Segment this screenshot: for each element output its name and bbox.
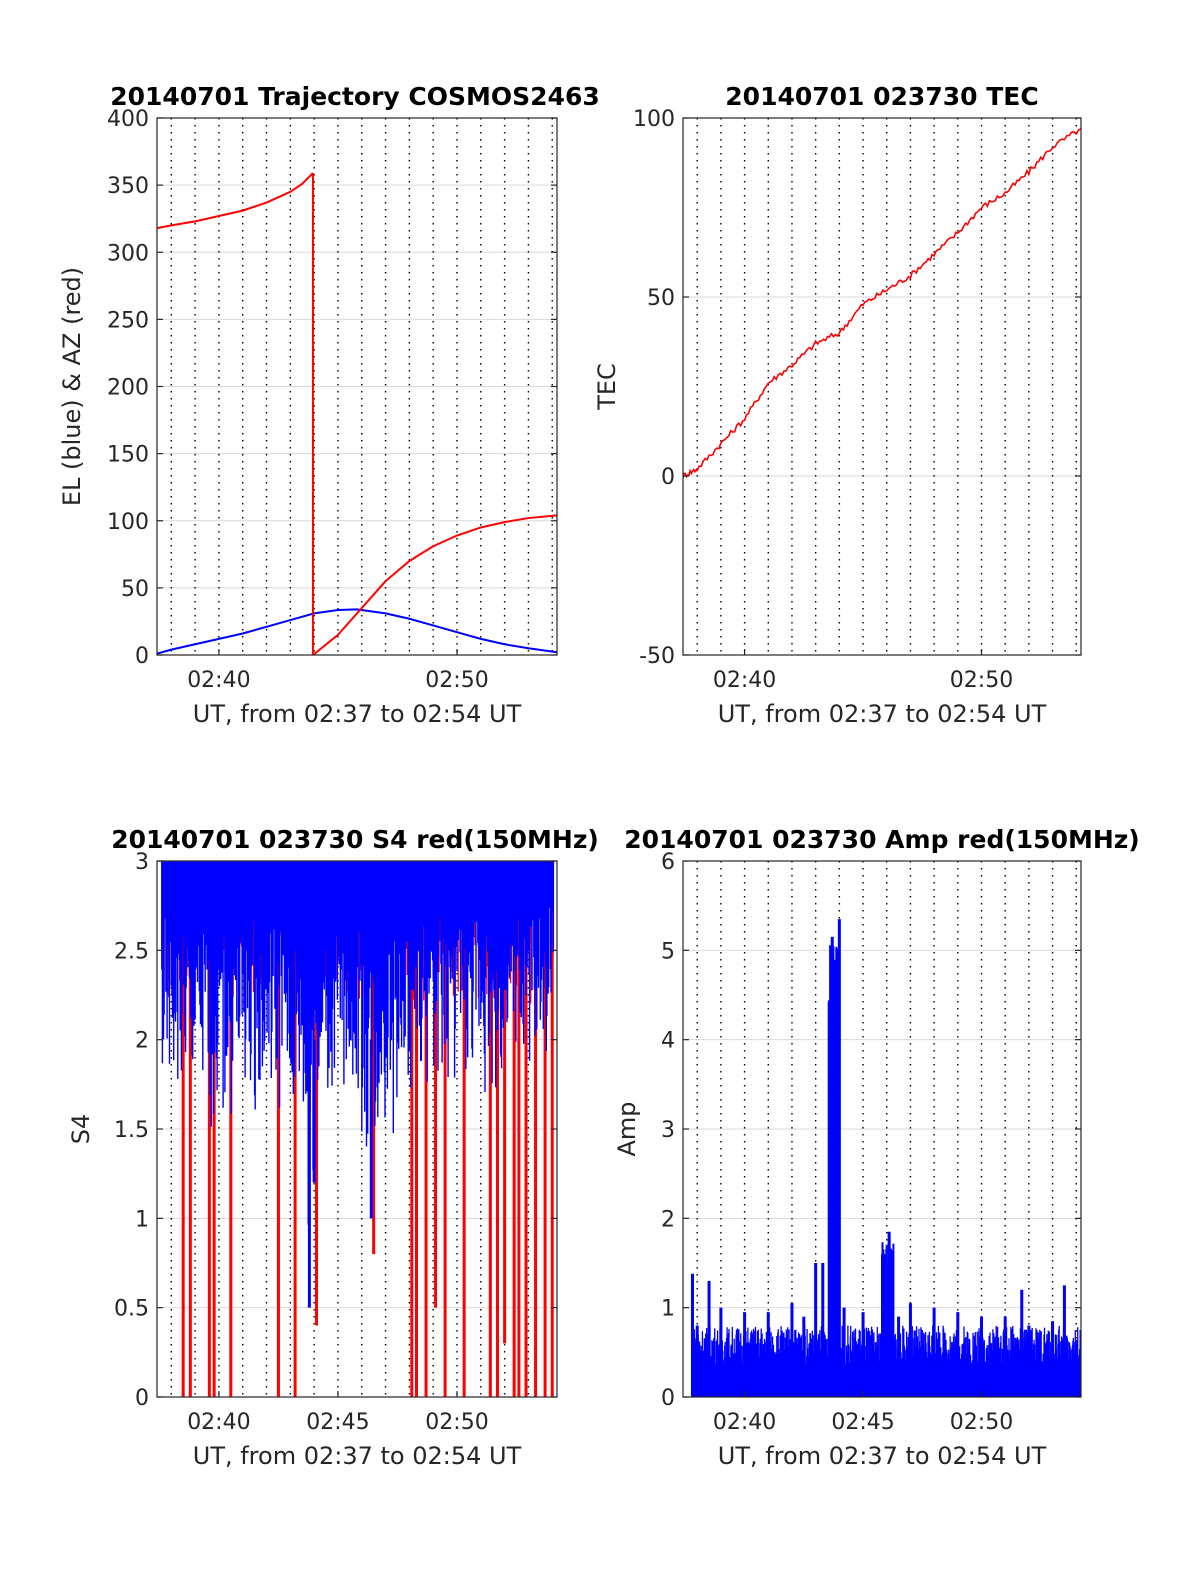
panel-trajectory: 0 50 100 150 200 250 300 350 400 02:40 02:50 201407… bbox=[58, 82, 600, 728]
chart-title: 20140701 023730 TEC bbox=[725, 82, 1038, 111]
x-tick-label: 02:45 bbox=[831, 1410, 894, 1435]
y-tick-label: 0 bbox=[661, 1386, 675, 1411]
series-group bbox=[690, 919, 1081, 1397]
y-tick-label: 5 bbox=[661, 939, 675, 964]
x-axis-label: UT, from 02:37 to 02:54 UT bbox=[193, 1442, 522, 1470]
y-tick-label: 100 bbox=[107, 510, 149, 535]
series-group bbox=[683, 128, 1081, 479]
x-tick-label: 02:40 bbox=[187, 1410, 250, 1435]
x-tick-label: 02:45 bbox=[306, 1410, 369, 1435]
y-tick-label: 0.5 bbox=[114, 1297, 149, 1322]
y-axis-label: Amp bbox=[613, 1101, 641, 1156]
y-tick-label: 300 bbox=[107, 241, 149, 266]
y-tick-label: 3 bbox=[135, 850, 149, 875]
y-tick-label: 150 bbox=[107, 443, 149, 468]
y-tick-label: -50 bbox=[639, 644, 675, 669]
y-tick-label: 50 bbox=[647, 286, 675, 311]
x-axis-label: UT, from 02:37 to 02:54 UT bbox=[718, 1442, 1047, 1470]
series-burst2-amp bbox=[881, 1236, 895, 1397]
panel-amp: 0 1 2 3 4 5 6 02:40 02:45 02:50 20140701 023730 Am… bbox=[613, 825, 1140, 1470]
y-tick-label: 0 bbox=[135, 644, 149, 669]
y-tick-label: 200 bbox=[107, 376, 149, 401]
y-tick-label: 3 bbox=[661, 1118, 675, 1143]
series-line-el bbox=[157, 608, 557, 655]
y-tick-label: 50 bbox=[121, 577, 149, 602]
y-tick-label: 350 bbox=[107, 174, 149, 199]
x-tick-label: 02:50 bbox=[950, 1410, 1013, 1435]
x-tick-label: 02:50 bbox=[425, 668, 488, 693]
y-tick-label: 250 bbox=[107, 308, 149, 333]
axes-box bbox=[682, 117, 1082, 656]
panel-s4: 0 0.5 1 1.5 2 2.5 3 02:40 02:45 02:50 20140701 023… bbox=[67, 825, 599, 1470]
x-tick-label: 02:40 bbox=[713, 668, 776, 693]
x-axis-label: UT, from 02:37 to 02:54 UT bbox=[193, 700, 522, 728]
y-tick-label: 1 bbox=[661, 1297, 675, 1322]
chart-title: 20140701 Trajectory COSMOS2463 bbox=[110, 82, 600, 111]
plot-area bbox=[683, 118, 1081, 655]
y-tick-label: 4 bbox=[661, 1029, 675, 1054]
y-tick-label: 2.5 bbox=[114, 939, 149, 964]
x-tick-label: 02:50 bbox=[425, 1410, 488, 1435]
y-tick-label: 1 bbox=[135, 1207, 149, 1232]
chart-title: 20140701 023730 S4 red(150MHz) bbox=[111, 825, 599, 854]
series-line-tec bbox=[683, 128, 1081, 479]
series-burst-amp bbox=[827, 945, 841, 1397]
y-axis-label: TEC bbox=[593, 363, 621, 411]
series-group bbox=[161, 861, 555, 1397]
series-line-az_post bbox=[312, 514, 557, 655]
y-tick-label: 2 bbox=[661, 1207, 675, 1232]
x-axis-label: UT, from 02:37 to 02:54 UT bbox=[718, 700, 1047, 728]
y-axis-label: S4 bbox=[67, 1114, 95, 1145]
y-axis-label: EL (blue) & AZ (red) bbox=[58, 267, 86, 506]
y-tick-label: 400 bbox=[107, 107, 149, 132]
y-tick-label: 100 bbox=[633, 107, 675, 132]
y-tick-label: 0 bbox=[661, 465, 675, 490]
x-tick-label: 02:50 bbox=[950, 668, 1013, 693]
panel-tec: -50 0 50 100 02:40 02:50 20140701 023730 TEC UT… bbox=[593, 82, 1082, 728]
y-tick-label: 2 bbox=[135, 1029, 149, 1054]
series-line-az_pre bbox=[157, 172, 314, 230]
y-tick-label: 1.5 bbox=[114, 1118, 149, 1143]
chart-title: 20140701 023730 Amp red(150MHz) bbox=[624, 825, 1140, 854]
series-group bbox=[157, 172, 557, 655]
y-tick-label: 0 bbox=[135, 1386, 149, 1411]
x-tick-label: 02:40 bbox=[713, 1410, 776, 1435]
y-tick-label: 6 bbox=[661, 850, 675, 875]
x-tick-label: 02:40 bbox=[187, 668, 250, 693]
series-line-s4-blue bbox=[161, 861, 555, 1225]
